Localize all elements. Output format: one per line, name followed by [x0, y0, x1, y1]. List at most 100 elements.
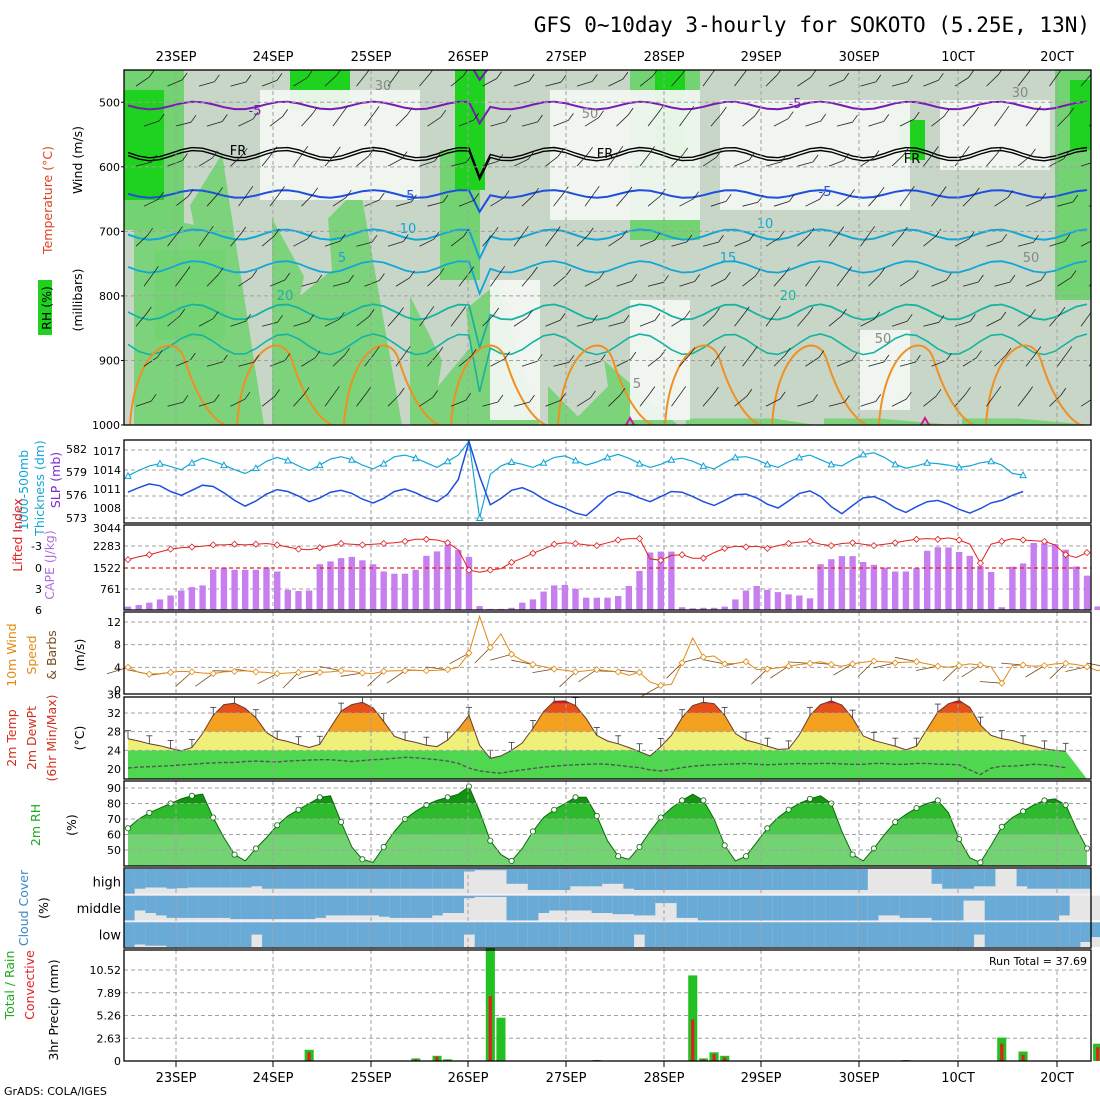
wind-barb-flag [433, 231, 440, 240]
wind-speed-marker [870, 657, 878, 665]
wind-barb [167, 315, 181, 327]
rh-tick: 80 [107, 798, 121, 811]
contour-label: 50 [875, 332, 892, 347]
thickness-marker [283, 456, 292, 464]
wind-barb-flag [965, 386, 971, 395]
isotherm-30 [343, 344, 440, 425]
wind-barb-flag [852, 114, 858, 123]
li-marker [508, 558, 516, 566]
wind-barb [261, 153, 273, 167]
wind-barb [899, 277, 914, 287]
wind-barb [175, 671, 193, 687]
wind-barb [742, 353, 753, 367]
wind-barb [511, 659, 533, 665]
wind-barb-flag [1030, 148, 1036, 157]
wind-barb-flag [526, 310, 533, 318]
date-label-bottom: 28SEP [644, 1071, 685, 1086]
rh-marker [977, 859, 984, 866]
wind-barb-flag [153, 266, 159, 274]
wind-barb-flag [468, 266, 475, 274]
wind-barb-flag [177, 226, 183, 234]
li-marker [870, 542, 878, 550]
wind-barb [364, 280, 380, 287]
wind-barb [364, 199, 380, 207]
wind-barb-flag [1040, 192, 1047, 201]
cloud-cell [974, 869, 986, 887]
cloud-cell [379, 922, 390, 947]
date-label-top: 30SEP [839, 50, 880, 65]
cloud-cell [634, 869, 646, 890]
wind-barb [679, 281, 695, 287]
wind-barb [836, 273, 848, 287]
wind-barb [395, 353, 406, 367]
wind-barb [532, 668, 555, 673]
wind-barb-flag [251, 270, 258, 278]
cloud-cell [506, 895, 518, 921]
cloud-cell [336, 922, 348, 947]
wind-barb-flag [396, 70, 401, 74]
wind-tick: 12 [107, 616, 121, 629]
wind-barb [135, 76, 150, 87]
pressure-tick: 900 [99, 354, 120, 367]
cloud-cell [485, 895, 497, 897]
cloud-cell [612, 869, 624, 884]
cape-bar [465, 556, 473, 610]
wind-barb [639, 153, 651, 167]
cape-bar [242, 569, 249, 610]
cloud-cell [1037, 895, 1049, 921]
wind-barb [490, 121, 507, 127]
wind-barb [647, 113, 659, 127]
wind-barb-flag [969, 314, 976, 322]
cloud-cell [942, 922, 954, 947]
wind-barb [773, 201, 790, 207]
cloud-cell-empty [910, 869, 922, 894]
wind-barb [828, 79, 844, 87]
date-label-top: 20CT [1040, 50, 1074, 65]
cloud-cell [198, 895, 210, 918]
wind-barb-flag [725, 193, 732, 202]
cape-bar [274, 571, 281, 610]
li-marker [955, 536, 963, 544]
wind-speed-marker [1019, 661, 1027, 669]
contour-label: 30 [375, 79, 392, 94]
cloud-cell-empty [889, 869, 901, 894]
temp-axis-label-2: 2m DewPt [24, 706, 39, 770]
wind-barb [545, 156, 559, 167]
slp-line [127, 438, 1024, 517]
rh-marker [508, 857, 515, 864]
wind-barb [608, 394, 621, 407]
wind-speed-marker [1083, 663, 1091, 671]
wind-barb [1017, 73, 1029, 87]
thickness-axis-label-1: 1000-500mb [16, 450, 31, 530]
thickness-marker [507, 457, 516, 466]
wind-barb-flag [559, 312, 566, 321]
wind-barb-flag [587, 146, 593, 155]
cloud-cell [782, 895, 794, 921]
wind-barb [458, 200, 475, 207]
cape-bar [806, 598, 814, 610]
precip-3hr-panel: 10.52 7.89 5.26 2.63 0 Run Total = 37.69 Total… [2, 947, 1100, 1068]
cloud-cell [899, 922, 911, 947]
wind-barb-flag [1060, 387, 1067, 396]
wind-barb [616, 280, 632, 287]
cloud-cell [857, 895, 869, 921]
wind-barb [641, 685, 661, 697]
cloud-cell [262, 895, 274, 920]
li-marker [699, 554, 707, 562]
cape-bar [412, 569, 419, 610]
wind-barb [324, 393, 335, 407]
cloud-cell [145, 922, 157, 946]
wind-barb [891, 398, 907, 407]
wind-barb [293, 394, 305, 407]
cape-bar [636, 570, 643, 610]
wind-speed-marker [891, 659, 899, 667]
wind-barb [828, 401, 845, 407]
wind-barb [238, 361, 255, 367]
cloud-cell [155, 922, 167, 946]
wind-barb [427, 116, 442, 127]
cloud-cell-empty [995, 869, 1007, 894]
wind-barb-flag [814, 266, 821, 274]
rh-marker [721, 842, 728, 849]
cloud-cell [538, 895, 550, 913]
wind-barb [773, 354, 786, 367]
